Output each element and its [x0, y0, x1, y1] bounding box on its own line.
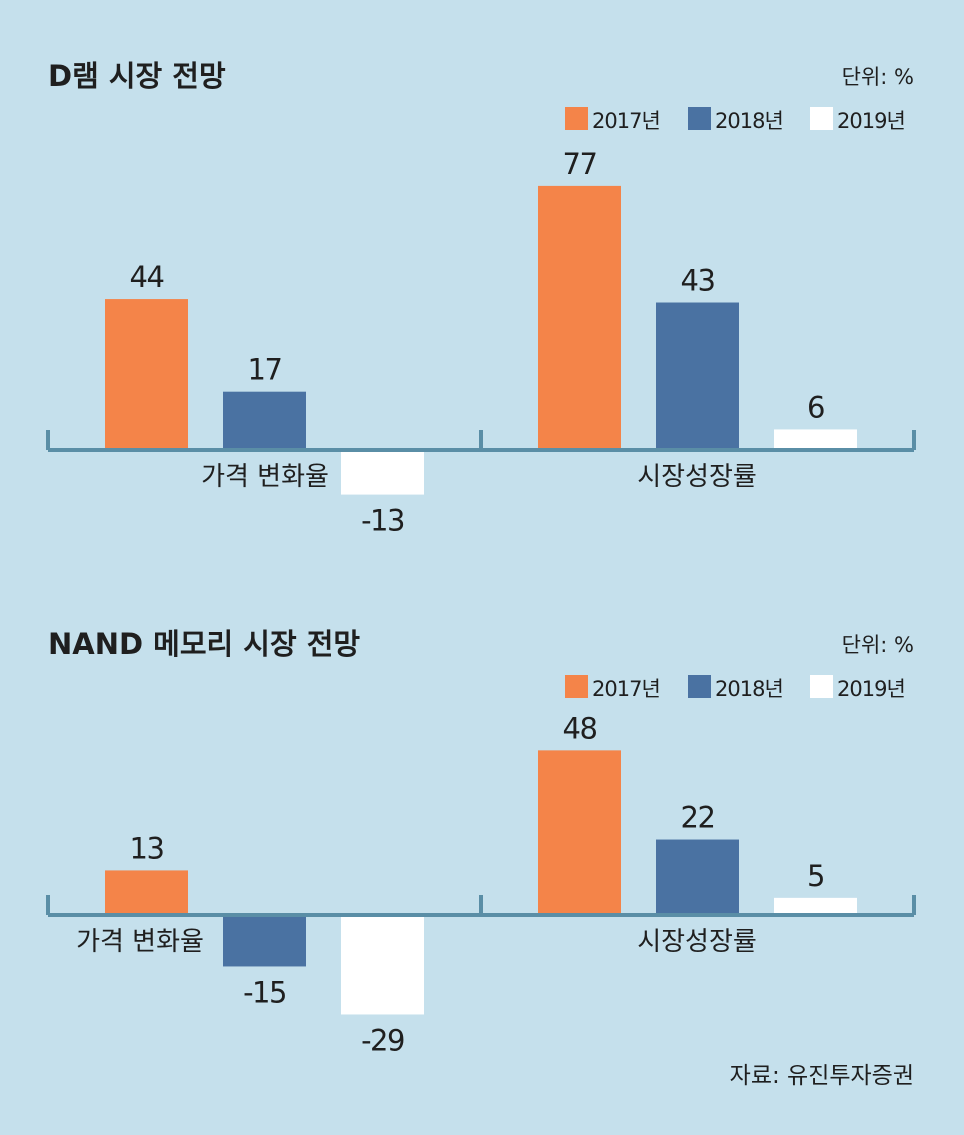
bar — [223, 391, 306, 450]
legend-swatch — [688, 107, 711, 130]
legend: 2017년 2018년 2019년 — [565, 675, 906, 701]
legend-label: 2018년 — [715, 677, 783, 701]
category-label: 가격 변화율 — [76, 927, 204, 957]
legend-swatch — [565, 675, 588, 698]
data-label: 44 — [130, 260, 164, 294]
data-label: 13 — [130, 831, 164, 865]
unit-label: 단위: % — [842, 65, 914, 89]
data-label: -29 — [361, 1023, 404, 1057]
bar — [774, 429, 857, 450]
legend-label: 2017년 — [592, 109, 660, 133]
bar — [223, 915, 306, 967]
legend: 2017년 2018년 2019년 — [565, 107, 906, 133]
data-label: 6 — [807, 390, 824, 424]
data-label: 77 — [563, 147, 597, 181]
category-label: 시장성장률 — [637, 927, 757, 957]
chart-panel-2: NAND 메모리 시장 전망 단위: % 2017년 2018년 2019년 13 48 -1… — [46, 627, 916, 1057]
legend-label: 2017년 — [592, 677, 660, 701]
legend-swatch — [565, 107, 588, 130]
data-label: 22 — [681, 801, 715, 835]
data-label: -15 — [243, 975, 286, 1009]
chart-title: D램 시장 전망 — [48, 59, 226, 93]
bar — [538, 185, 621, 450]
bar — [538, 750, 621, 915]
unit-label: 단위: % — [842, 633, 914, 657]
bar — [656, 302, 739, 450]
category-label: 시장성장률 — [637, 462, 757, 492]
bar — [105, 299, 188, 450]
legend-swatch — [810, 675, 833, 698]
bar — [341, 915, 424, 1015]
category-label: 가격 변화율 — [201, 462, 329, 492]
x-axis: 가격 변화율 시장성장률 — [46, 430, 916, 492]
data-label: 43 — [681, 264, 715, 298]
chart-panel-1: D램 시장 전망 단위: % 2017년 2018년 2019년 44 77 17 43 -13 6… — [46, 59, 916, 538]
bar — [656, 839, 739, 915]
legend-label: 2019년 — [837, 109, 905, 133]
data-label: 17 — [248, 353, 282, 387]
bar — [774, 897, 857, 915]
bar — [105, 870, 188, 915]
source-note: 자료: 유진투자증권 — [730, 1063, 914, 1089]
legend-swatch — [810, 107, 833, 130]
x-axis: 가격 변화율 시장성장률 — [46, 895, 916, 957]
data-label: -13 — [361, 504, 404, 538]
data-label: 48 — [563, 711, 597, 745]
chart-title: NAND 메모리 시장 전망 — [48, 627, 360, 661]
legend-label: 2018년 — [715, 109, 783, 133]
data-label: 5 — [807, 859, 824, 893]
bar — [341, 450, 424, 495]
legend-swatch — [688, 675, 711, 698]
legend-label: 2019년 — [837, 677, 905, 701]
